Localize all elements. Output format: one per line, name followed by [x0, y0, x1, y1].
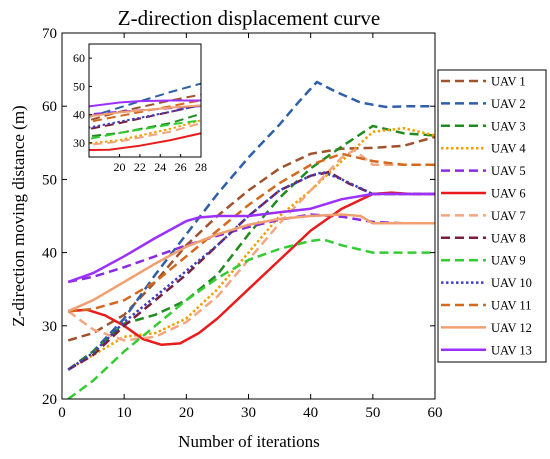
series-line-uav-2	[67, 80, 435, 371]
legend-label-uav-11: UAV 11	[491, 299, 531, 313]
x-tick-label: 60	[428, 405, 443, 421]
inset-chart: 20 22 24 26 28 30 40 50 60	[73, 43, 207, 174]
inset-series-line-uav-13	[89, 99, 201, 108]
series-line-uav-4	[67, 126, 435, 371]
chart-title: Z-direction displacement curve	[118, 6, 380, 30]
y-axis: 20 30 40 50 60 70	[42, 26, 435, 408]
legend-label-uav-10: UAV 10	[491, 276, 532, 290]
main-series	[67, 80, 435, 399]
y-tick-label: 70	[42, 26, 57, 42]
inset-frame	[88, 43, 202, 158]
legend-label-uav-2: UAV 2	[491, 97, 526, 111]
inset-x-tick-label: 24	[154, 160, 166, 174]
series-line-uav-11	[68, 152, 435, 313]
inset-y-tick-label: 50	[73, 79, 85, 93]
inset-x-tick-label: 20	[114, 160, 126, 174]
legend-label-uav-4: UAV 4	[491, 142, 526, 156]
y-tick-label: 30	[42, 319, 57, 335]
legend-label-uav-6: UAV 6	[491, 187, 526, 201]
x-tick-label: 10	[117, 405, 132, 421]
inset-x-axis: 20 22 24 26 28	[114, 154, 207, 174]
legend-label-uav-5: UAV 5	[491, 164, 526, 178]
legend-label-uav-3: UAV 3	[491, 119, 526, 133]
inset-x-tick-label: 26	[175, 160, 187, 174]
series-line-uav-1	[67, 135, 435, 342]
series-line-uav-7	[67, 148, 435, 342]
y-tick-label: 60	[42, 99, 57, 115]
y-axis-label: Z-direction moving distance (m)	[9, 105, 28, 326]
y-tick-label: 20	[42, 392, 57, 408]
y-tick-label: 50	[42, 172, 57, 188]
x-axis-label: Number of iterations	[178, 432, 320, 451]
series-line-uav-10	[67, 170, 435, 371]
inset-x-tick-label: 28	[195, 160, 207, 174]
y-tick-label: 40	[42, 246, 57, 262]
x-tick-label: 30	[241, 405, 256, 421]
inset-y-tick-label: 30	[73, 136, 85, 150]
legend: UAV 1 UAV 2 UAV 3 UAV 4 UAV 5 UAV 6 UAV 7 UAV 8…	[437, 69, 547, 363]
inset-series	[89, 82, 201, 152]
series-line-uav-3	[67, 124, 435, 371]
series-line-uav-9	[67, 238, 435, 399]
x-tick-label: 20	[179, 405, 194, 421]
legend-label-uav-9: UAV 9	[491, 254, 526, 268]
legend-label-uav-1: UAV 1	[491, 75, 526, 89]
x-axis: 0 10 20 30 40 50 60	[58, 33, 443, 421]
series-line-uav-13	[67, 192, 435, 284]
inset-y-tick-label: 40	[73, 108, 85, 122]
inset-series-line-uav-6	[89, 132, 201, 152]
x-tick-label: 0	[58, 405, 66, 421]
x-tick-label: 40	[303, 405, 318, 421]
inset-x-tick-label: 22	[134, 160, 146, 174]
legend-label-uav-12: UAV 12	[491, 321, 532, 335]
series-line-uav-12	[67, 213, 435, 313]
legend-label-uav-8: UAV 8	[491, 231, 526, 245]
inset-y-tick-label: 60	[73, 51, 85, 65]
legend-label-uav-7: UAV 7	[491, 209, 526, 223]
x-tick-label: 50	[365, 405, 380, 421]
legend-label-uav-13: UAV 13	[491, 343, 532, 357]
inset-y-axis: 30 40 50 60	[73, 51, 92, 150]
